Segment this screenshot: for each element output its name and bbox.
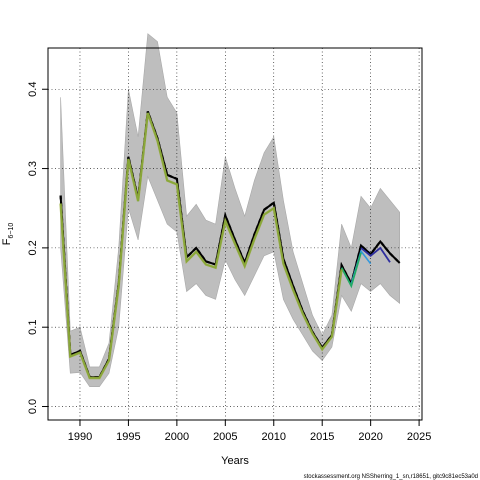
y-axis: 0.0 0.1 0.2 0.3 0.4 — [27, 82, 48, 414]
series-line-main-dashed — [59, 111, 401, 379]
y-tick-label: 0.2 — [27, 240, 39, 255]
y-tick-label: 0.1 — [27, 320, 39, 335]
x-tick-label: 1995 — [116, 431, 140, 443]
y-tick-label: 0.3 — [27, 161, 39, 176]
series-line-olive — [59, 112, 343, 380]
y-axis-title-sub: 6−10 — [8, 223, 15, 239]
x-tick-label: 2025 — [407, 431, 431, 443]
x-tick-label: 2000 — [165, 431, 189, 443]
y-tick-label: 0.0 — [27, 399, 39, 414]
plot-frame — [47, 47, 423, 421]
x-tick-label: 2005 — [213, 431, 237, 443]
x-axis-title: Years — [221, 455, 249, 467]
y-tick-label: 0.4 — [27, 82, 39, 97]
confidence-band-layer — [60, 33, 400, 387]
footer-credit: stockassessment.org NSSherring_1_sn,r186… — [304, 474, 478, 480]
x-tick-label: 1990 — [68, 431, 92, 443]
y-axis-title: F6−10 — [1, 223, 15, 246]
confidence-band — [60, 33, 400, 387]
y-axis-title-main: F — [1, 238, 13, 245]
x-tick-label: 2020 — [358, 431, 382, 443]
series-line-green — [340, 252, 362, 289]
series-layer — [59, 111, 401, 380]
x-tick-label: 2015 — [310, 431, 334, 443]
series-line-blue — [360, 246, 391, 263]
x-axis: 1990 1995 2000 2005 2010 2015 2020 2025 — [68, 420, 431, 443]
x-tick-label: 2010 — [262, 431, 286, 443]
